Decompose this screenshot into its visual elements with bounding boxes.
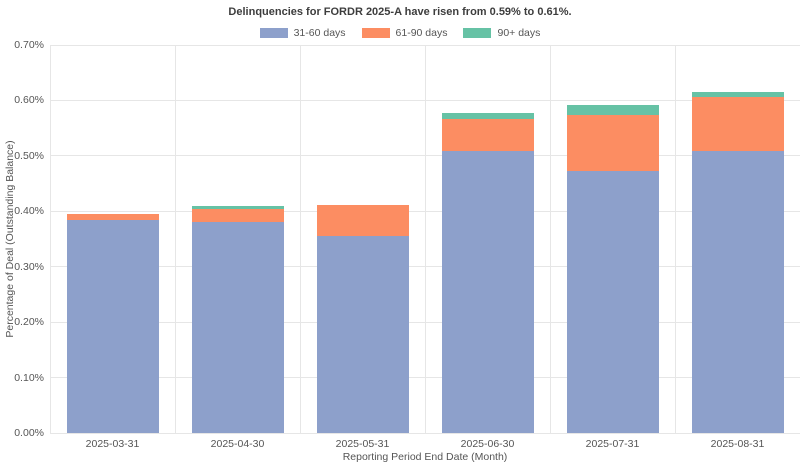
bar-segment-2025-06-30-31-60 days xyxy=(441,150,534,433)
x-tick-label: 2025-03-31 xyxy=(85,438,140,450)
bar-segment-2025-03-31-61-90 days xyxy=(66,213,159,220)
y-tick-label: 0.70% xyxy=(14,39,44,51)
bar-segment-2025-05-31-61-90 days xyxy=(316,205,409,237)
bar-segment-2025-03-31-31-60 days xyxy=(66,219,159,433)
legend-label-61-90-days: 61-90 days xyxy=(395,26,448,39)
legend-item-61-90-days: 61-90 days xyxy=(361,26,448,39)
y-tick-label: 0.40% xyxy=(14,205,44,218)
legend-swatch-31-60-days xyxy=(259,27,288,38)
bar-segment-2025-07-31-61-90 days xyxy=(566,115,659,172)
legend-item-31-60-days: 31-60 days xyxy=(259,26,346,39)
y-tick-label: 0.10% xyxy=(14,371,44,384)
bar-segment-2025-04-30-31-60 days xyxy=(191,222,284,433)
y-axis-title: Percentage of Deal (Outstanding Balance) xyxy=(4,140,16,338)
bar-segment-2025-05-31-31-60 days xyxy=(316,236,409,433)
legend: 31-60 days 61-90 days 90+ days xyxy=(0,26,800,39)
bar-segment-2025-08-31-31-60 days xyxy=(691,150,784,433)
chart-title: Delinquencies for FORDR 2025-A have rise… xyxy=(228,6,572,18)
x-gridline xyxy=(174,45,176,433)
bar-segment-2025-08-31-61-90 days xyxy=(691,97,784,151)
x-tick-label: 2025-07-31 xyxy=(585,438,640,450)
y-tick-label: 0.20% xyxy=(14,316,44,329)
y-tick-label: 0.50% xyxy=(14,149,44,162)
x-gridline xyxy=(674,45,676,433)
bar-segment-2025-08-31-90+ days xyxy=(691,92,784,98)
x-tick-label: 2025-06-30 xyxy=(460,438,515,450)
plot-area xyxy=(49,44,800,434)
legend-label-90-plus-days: 90+ days xyxy=(497,26,541,39)
x-gridline xyxy=(424,45,426,433)
bar-segment-2025-07-31-31-60 days xyxy=(566,171,659,433)
y-tick-label: 0.00% xyxy=(14,427,44,439)
bar-segment-2025-04-30-90+ days xyxy=(191,205,284,209)
legend-swatch-90-plus-days xyxy=(463,27,492,38)
y-gridline xyxy=(50,432,800,434)
legend-item-90-plus-days: 90+ days xyxy=(463,27,540,39)
legend-swatch-61-90-days xyxy=(361,27,390,38)
x-gridline xyxy=(549,45,551,433)
y-tick-label: 0.30% xyxy=(14,260,44,273)
x-tick-label: 2025-04-30 xyxy=(210,438,265,450)
x-axis-title: Reporting Period End Date (Month) xyxy=(342,451,508,463)
y-tick-label: 0.60% xyxy=(14,94,44,107)
x-gridline xyxy=(49,45,51,433)
bar-segment-2025-06-30-90+ days xyxy=(441,112,534,119)
x-gridline xyxy=(299,45,301,433)
x-tick-label: 2025-05-31 xyxy=(335,438,390,450)
legend-label-31-60-days: 31-60 days xyxy=(293,26,346,39)
x-tick-label: 2025-08-31 xyxy=(710,438,765,450)
bar-segment-2025-07-31-90+ days xyxy=(566,104,659,116)
bar-segment-2025-04-30-61-90 days xyxy=(191,208,284,223)
bar-segment-2025-06-30-61-90 days xyxy=(441,118,534,151)
